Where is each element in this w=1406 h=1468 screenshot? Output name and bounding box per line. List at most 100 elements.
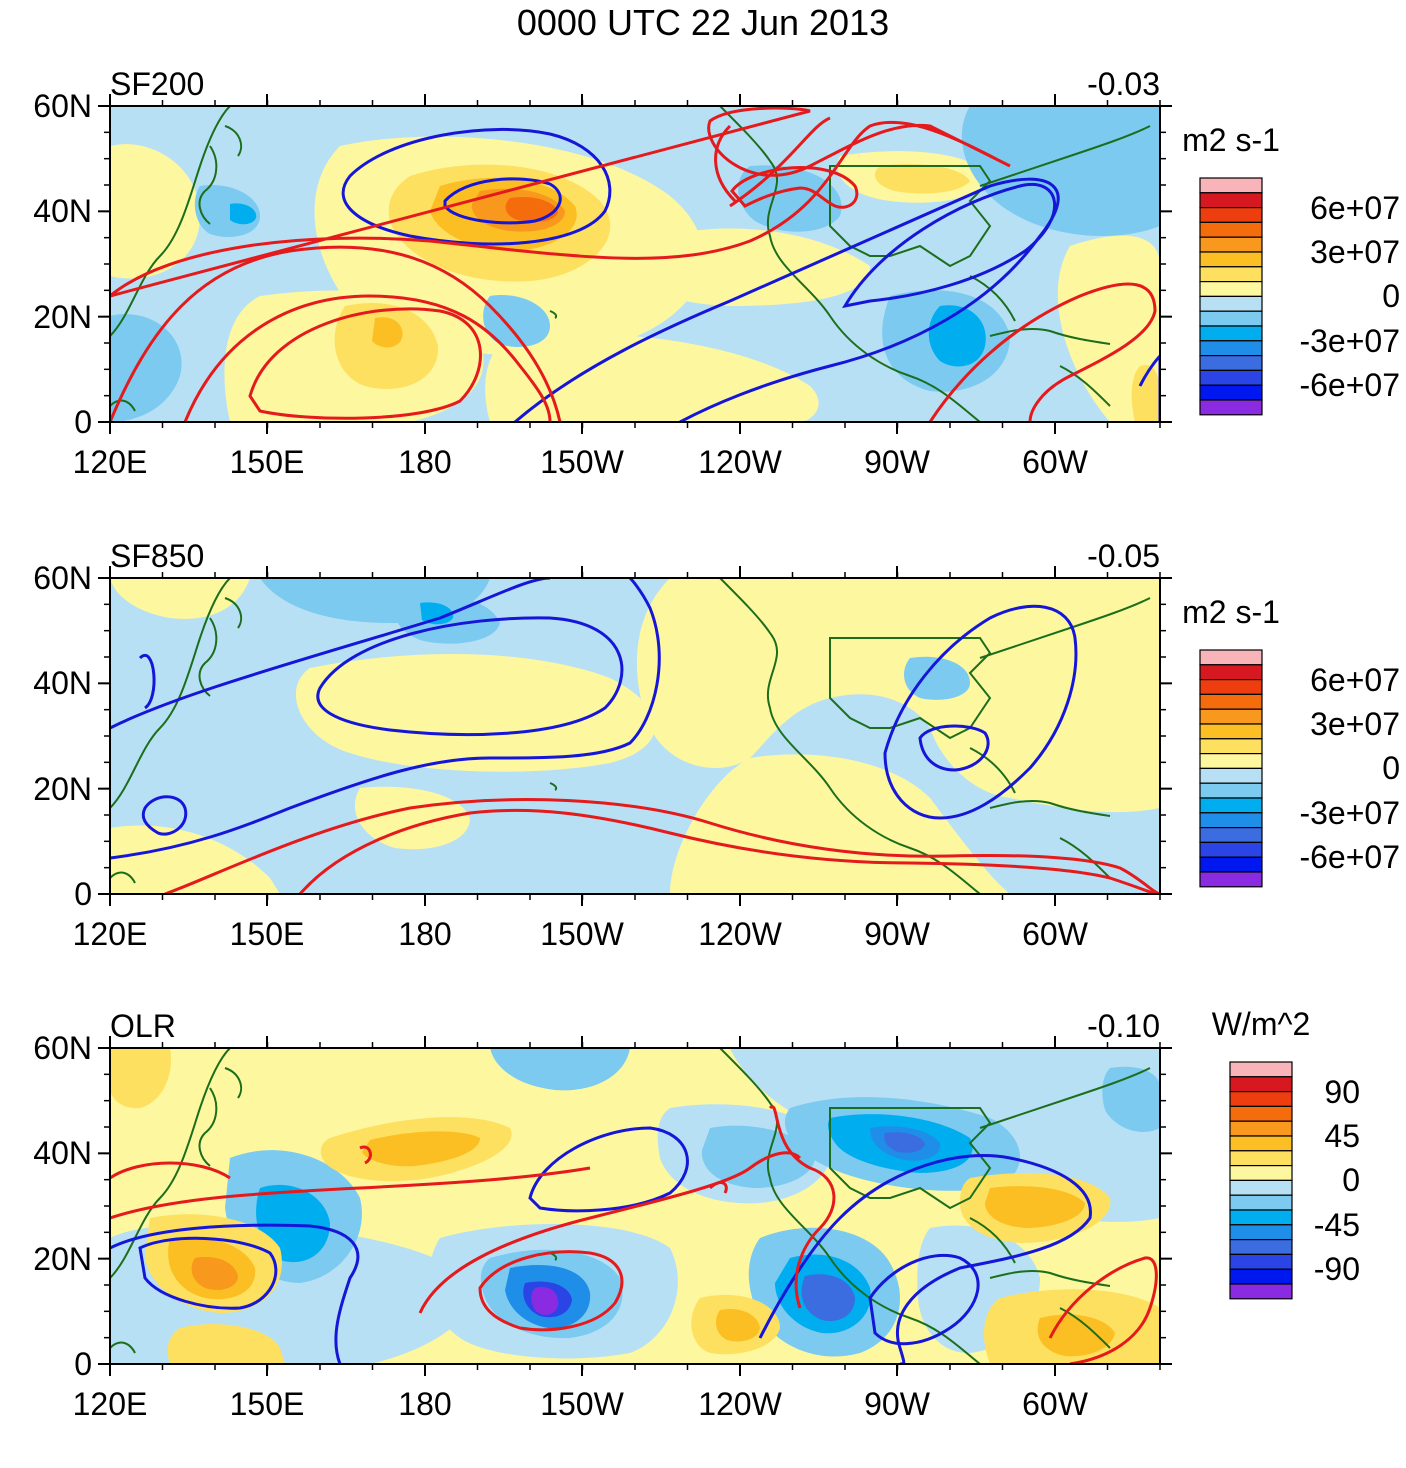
colorbar-swatch xyxy=(1199,266,1263,283)
x-tick-label: 150E xyxy=(229,1386,305,1422)
x-tick-label: 120W xyxy=(698,1386,782,1422)
coastline xyxy=(110,1341,136,1354)
colorbar-label: 0 xyxy=(1382,750,1400,787)
negative-contour xyxy=(883,604,1078,820)
positive-contour xyxy=(298,808,1156,894)
panel-correlation: -0.05 xyxy=(1087,538,1160,574)
negative-contour xyxy=(138,1236,278,1310)
coastline xyxy=(989,799,1111,817)
shaded-region xyxy=(636,578,1160,813)
panel-correlation: -0.03 xyxy=(1087,66,1160,102)
shaded-region xyxy=(295,654,655,772)
map-area xyxy=(98,94,1172,434)
colorbar-swatch xyxy=(1199,871,1263,888)
coastline xyxy=(979,125,1151,187)
negative-contour xyxy=(110,578,551,730)
shaded-region xyxy=(110,578,250,619)
coastline xyxy=(719,1048,981,1364)
coastline xyxy=(110,106,231,337)
positive-contour xyxy=(418,1151,802,1314)
x-tick-label: 120W xyxy=(698,916,782,952)
positive-contour xyxy=(730,166,859,209)
shaded-region xyxy=(628,228,870,306)
shaded-region xyxy=(1102,1066,1160,1132)
negative-contour xyxy=(110,1223,360,1364)
colorbar-swatch xyxy=(1229,1105,1293,1122)
coastline xyxy=(110,578,231,809)
shaded-region xyxy=(485,333,819,422)
colorbar-label: -3e+07 xyxy=(1299,322,1400,359)
x-tick-label: 120W xyxy=(698,444,782,480)
negative-contour xyxy=(110,578,661,860)
shaded-region xyxy=(110,144,200,279)
coastline xyxy=(719,106,981,422)
shaded-region xyxy=(884,1132,925,1153)
shaded-region xyxy=(801,1274,855,1322)
y-tick-label: 20N xyxy=(33,1240,92,1277)
colorbar-swatch xyxy=(1199,355,1263,372)
shaded-region xyxy=(420,602,454,625)
coastline xyxy=(198,145,218,225)
positive-contour xyxy=(110,245,562,422)
panel-title: SF200 xyxy=(110,66,205,102)
shaded-field xyxy=(110,578,1160,894)
positive-contour xyxy=(1048,1256,1158,1364)
shaded-region xyxy=(483,295,550,347)
negative-contour xyxy=(528,1126,689,1213)
positive-contour xyxy=(110,106,1011,298)
shaded-region xyxy=(362,1131,480,1167)
positive-contour xyxy=(110,1161,231,1180)
x-tick-label: 120E xyxy=(72,916,148,952)
shaded-field xyxy=(110,1048,1160,1364)
map-plot xyxy=(98,566,1263,906)
coastline xyxy=(224,125,243,157)
colorbar-swatch xyxy=(1199,399,1263,416)
colorbar-units: m2 s-1 xyxy=(1182,122,1280,158)
colorbar-label: 45 xyxy=(1324,1118,1360,1154)
negative-contour xyxy=(141,795,188,836)
colorbar-swatch xyxy=(1229,1239,1293,1256)
panel-correlation: -0.10 xyxy=(1087,1008,1160,1044)
shaded-region xyxy=(167,1324,285,1364)
shaded-region xyxy=(904,656,970,700)
colorbar-label: 3e+07 xyxy=(1310,706,1400,742)
shaded-region xyxy=(1057,235,1160,422)
panel-olr: OLR -0.10 60N 40N 20N 0 120E 150E 180 150W 120W 90W… xyxy=(0,998,1406,1468)
y-tick-label: 40N xyxy=(33,193,92,230)
coastline xyxy=(989,1269,1111,1287)
positive-contour xyxy=(708,1181,728,1194)
colorbar-label: -45 xyxy=(1313,1206,1360,1243)
colorbar-label: -6e+07 xyxy=(1299,839,1400,876)
x-tick-label: 150W xyxy=(540,1386,624,1422)
colorbar-swatch xyxy=(1199,221,1263,238)
negative-contour xyxy=(868,1253,980,1346)
colorbar-swatch xyxy=(1229,1061,1293,1078)
colorbar-label: -6e+07 xyxy=(1299,367,1400,404)
positive-contour xyxy=(928,282,1157,422)
coastline xyxy=(1059,365,1111,407)
colorbar-swatch xyxy=(1199,177,1263,194)
coastline xyxy=(110,399,136,412)
shaded-region xyxy=(701,1125,816,1188)
coastline xyxy=(549,310,558,319)
shaded-region xyxy=(961,106,1160,236)
x-tick-label: 180 xyxy=(398,1386,452,1422)
x-tick-label: 150W xyxy=(540,444,624,480)
colorbar-label: 90 xyxy=(1324,1073,1360,1110)
negative-contour xyxy=(443,177,562,225)
shaded-region xyxy=(110,314,182,422)
x-tick-label: 60W xyxy=(1022,916,1088,952)
y-tick-label: 20N xyxy=(33,298,92,335)
coastline xyxy=(969,275,1016,322)
colorbar-label: -3e+07 xyxy=(1299,794,1400,831)
colorbar-label: 6e+07 xyxy=(1310,189,1400,226)
colorbar-swatch xyxy=(1199,649,1263,666)
positive-contour xyxy=(714,124,737,203)
colorbar-label: 6e+07 xyxy=(1310,661,1400,698)
shaded-region xyxy=(715,1308,760,1342)
y-tick-label: 60N xyxy=(33,560,92,596)
map-area xyxy=(98,566,1172,906)
shaded-region xyxy=(354,786,470,850)
negative-contour xyxy=(758,1154,1092,1364)
shaded-region xyxy=(531,1287,559,1315)
